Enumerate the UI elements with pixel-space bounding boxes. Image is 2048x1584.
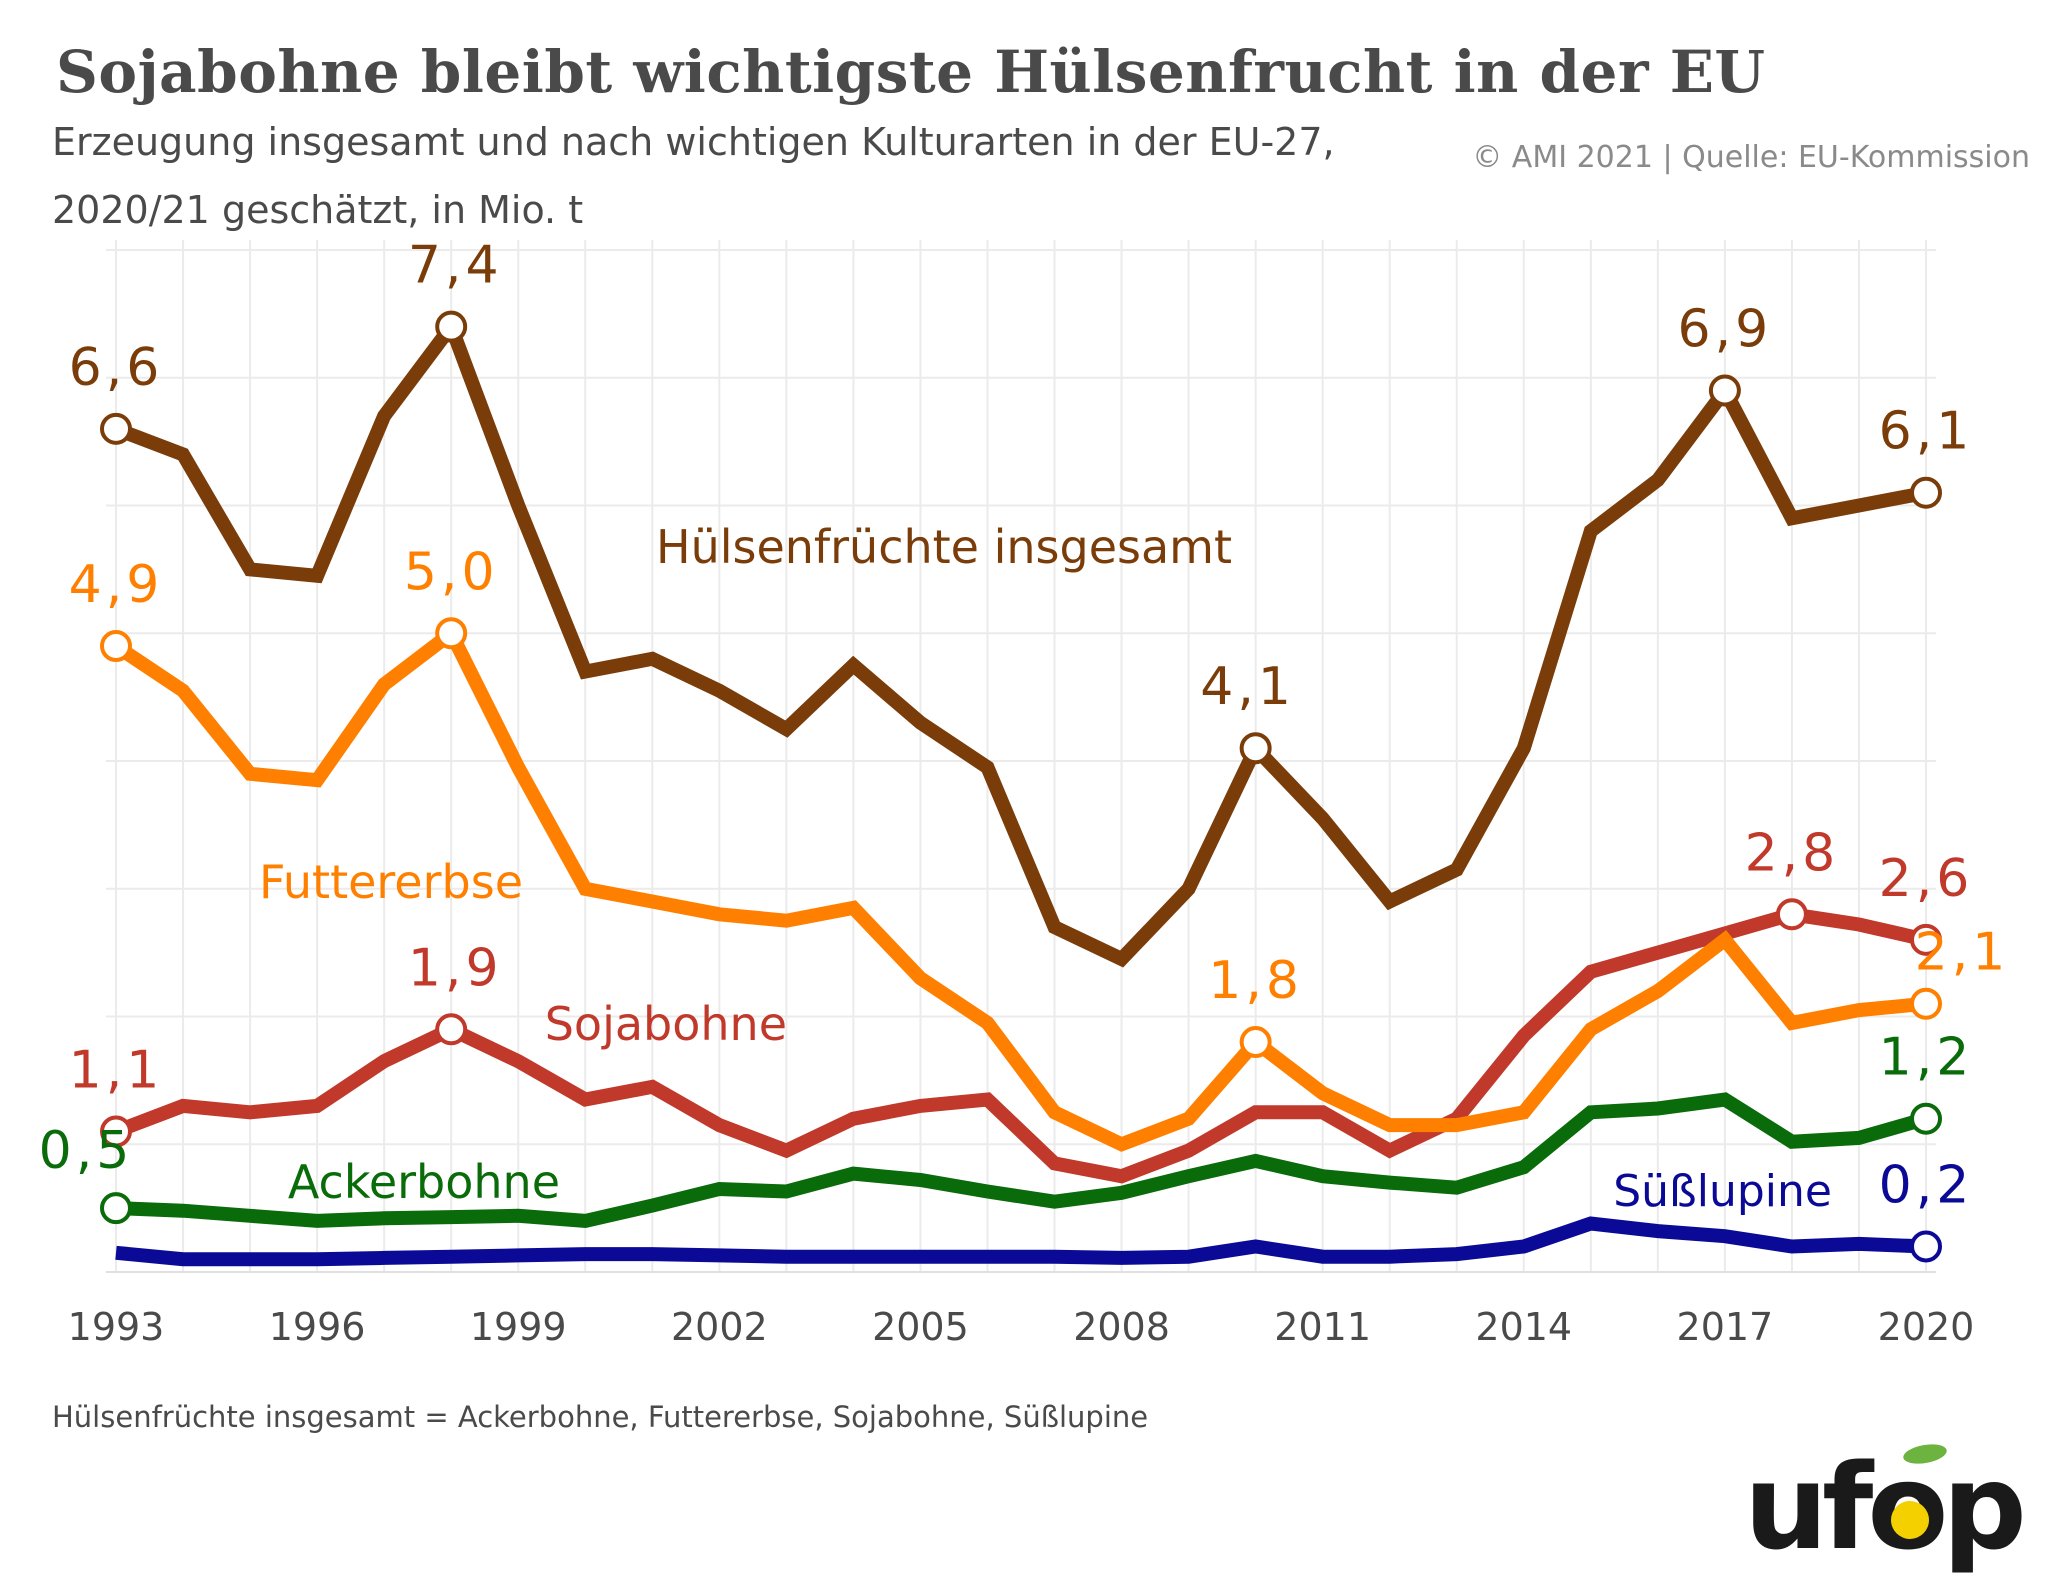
data-label: 7,4 [408,236,503,296]
series-line [113,907,1928,1184]
data-label: 6,6 [69,338,164,398]
x-tick-label: 1999 [470,1305,567,1349]
data-point-marker [435,617,468,650]
x-tick-label: 2002 [671,1305,768,1349]
data-point-marker [435,310,468,343]
source-credit: © AMI 2021 | Quelle: EU-Kommission [1472,140,2030,175]
data-label: 1,2 [1879,1028,1974,1088]
data-point-marker [1910,1102,1942,1135]
series-line [115,1216,1927,1267]
data-label: 1,1 [69,1040,164,1100]
chart-title: Sojabohne bleibt wichtigste Hülsenfrucht… [56,38,1766,106]
series-name-label: Süßlupine [1613,1166,1832,1217]
series-line [113,312,1928,968]
series-line [112,622,1927,1152]
data-point-marker [100,630,132,663]
data-label: 0,2 [1879,1155,1974,1215]
data-point-marker [1910,1230,1942,1263]
data-point-marker [100,412,132,445]
x-tick-label: 1996 [269,1305,366,1349]
x-tick-label: 2011 [1274,1305,1371,1349]
data-label: 6,9 [1678,300,1773,360]
data-point-marker [1708,374,1741,407]
data-label: 1,9 [408,938,503,998]
chart-grid [106,240,1936,1273]
series-name-labels: Hülsenfrüchte insgesamt Futtererbse Sojabo… [259,520,1832,1217]
series-lines [112,312,1928,1267]
line-chart: 1993 1996 1999 2002 2005 2008 2011 2014 2017 2020… [39,236,2010,1349]
data-point-marker [100,1115,132,1148]
data-point-marker [100,1192,132,1225]
x-tick-label: 2017 [1677,1305,1774,1349]
data-point-marker [1910,987,1942,1020]
data-label: 1,8 [1208,951,1303,1011]
data-label: 2,1 [1915,923,2010,983]
series-markers [100,310,1942,1263]
x-tick-label: 1993 [68,1305,165,1349]
series-name-label: Ackerbohne [288,1155,560,1209]
data-label: 2,8 [1745,823,1840,883]
ufop-logo: ufop [1744,1440,2024,1576]
data-point-marker [1775,898,1808,931]
data-labels: 6,6 7,4 4,1 6,9 6,1 4,9 5,0 1,8 2,1 1,1 1,9 2,8 2,6 0… [39,236,2010,1216]
footnote: Hülsenfrüchte insgesamt = Ackerbohne, Fu… [52,1400,1149,1434]
data-label: 4,9 [69,555,164,615]
logo-wordmark: ufop [1744,1440,2022,1576]
data-point-marker [1239,1026,1272,1059]
data-point-marker [435,1013,468,1046]
data-label: 4,1 [1200,657,1295,717]
logo-leaf [1903,1444,1947,1464]
series-name-label: Hülsenfrüchte insgesamt [656,520,1232,574]
data-point-marker [1910,476,1942,509]
x-tick-label: 2008 [1073,1305,1170,1349]
chart-subtitle-line2: 2020/21 geschätzt, in Mio. t [52,188,584,232]
x-tick-label: 2005 [872,1305,969,1349]
data-label: 0,5 [39,1121,134,1181]
logo-yellow-drop [1891,1501,1929,1539]
data-label: 2,6 [1879,849,1974,909]
x-tick-label: 2014 [1475,1305,1572,1349]
series-name-label: Futtererbse [259,855,523,909]
x-axis-tick-labels: 1993 1996 1999 2002 2005 2008 2011 2014 2017 2020 [68,1305,1975,1349]
data-label: 6,1 [1879,402,1974,462]
data-label: 5,0 [404,542,499,602]
chart-subtitle-line1: Erzeugung insgesamt und nach wichtigen K… [52,120,1335,164]
data-point-marker [1239,732,1272,765]
x-tick-label: 2020 [1878,1305,1975,1349]
series-name-label: Sojabohne [545,997,787,1051]
series-line [115,1092,1928,1228]
data-point-marker [1910,923,1942,956]
